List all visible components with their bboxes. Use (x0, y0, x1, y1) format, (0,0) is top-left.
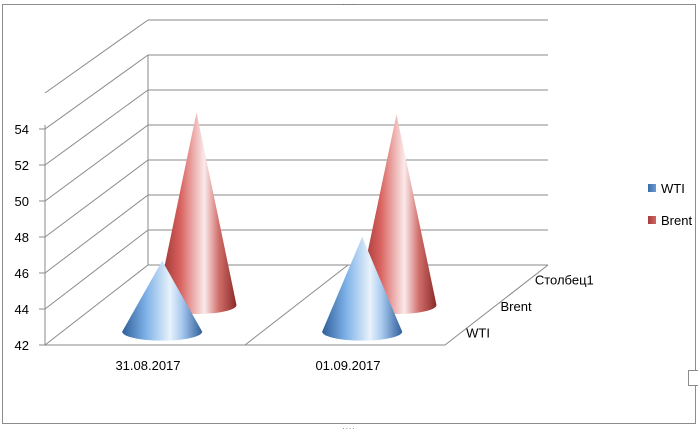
gridlines (44, 19, 548, 310)
x-axis-ticks: 31.08.2017 01.09.2017 (115, 358, 380, 373)
legend: WTI Brent (648, 181, 692, 228)
depth-tick-label: WTI (466, 326, 490, 341)
y-tick-label: 42 (15, 338, 29, 353)
cone-body (122, 260, 203, 341)
cone-series (122, 112, 437, 341)
gridline-side (44, 19, 149, 94)
cone-body (356, 114, 437, 314)
cone-wti-1 (122, 260, 203, 341)
y-tick-label: 48 (15, 230, 29, 245)
gridline-side (44, 124, 149, 202)
gridline-side (44, 89, 149, 166)
y-axis-ticks: 42 44 46 48 50 52 54 (15, 122, 45, 353)
cone-brent-2 (356, 114, 437, 314)
legend-swatch (648, 184, 656, 192)
y-tick-label: 54 (15, 122, 29, 137)
cone-wti-2 (322, 236, 403, 341)
cone-brent-1 (156, 112, 237, 314)
chart-options-button[interactable] (688, 370, 698, 386)
gridline-side (44, 54, 149, 130)
legend-swatch (648, 216, 656, 224)
y-tick-label: 50 (15, 194, 29, 209)
chart-frame (2, 4, 696, 424)
resize-handle-top[interactable]: .... (342, 0, 356, 7)
depth-tick-label: Brent (501, 299, 532, 314)
depth-tick-label: Столбец1 (535, 272, 594, 287)
legend-label: WTI (661, 181, 685, 196)
y-tick-label: 46 (15, 266, 29, 281)
floor-left-edge (44, 264, 149, 346)
x-tick-label: 31.08.2017 (115, 358, 180, 373)
gridline-side (44, 194, 149, 274)
x-tick-label: 01.09.2017 (315, 358, 380, 373)
legend-label: Brent (661, 213, 692, 228)
y-tick-label: 52 (15, 158, 29, 173)
gridline-side (44, 159, 149, 238)
cone-body (322, 236, 403, 341)
chart-box (44, 55, 549, 346)
y-tick-label: 44 (15, 302, 29, 317)
gridline-side (44, 229, 149, 310)
floor-divider (244, 264, 349, 346)
floor-right-edge (444, 264, 549, 346)
cone-body (156, 112, 237, 314)
resize-handle-bottom[interactable]: .... (342, 422, 356, 431)
